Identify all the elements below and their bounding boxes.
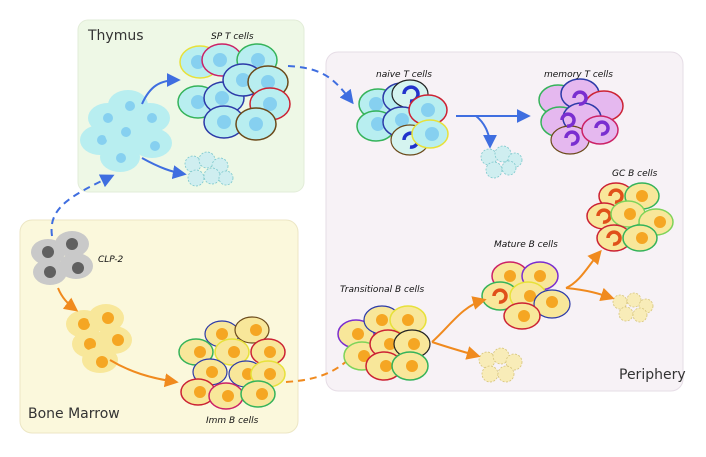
arrow-naive-to-apoptotic — [475, 115, 497, 149]
memory-t-cells-label: memory T cells — [544, 70, 613, 80]
sp-t-cells-label: SP T cells — [211, 32, 254, 42]
arrow-clp2-to-thymus — [50, 174, 115, 237]
arrow-prob-to-immb — [109, 359, 179, 388]
arrow-immb-to-periphery — [285, 349, 358, 383]
arrow-mature-to-apoptotic — [565, 287, 615, 302]
dp-t-cell-cluster — [80, 90, 172, 172]
bone-marrow-title: Bone Marrow — [28, 406, 120, 422]
imm-b-cell-cluster — [178, 316, 286, 410]
arrow-dp-to-apoptotic — [141, 157, 187, 180]
imm-b-cells-label: Imm B cells — [206, 416, 259, 426]
apoptotic-transitional-b-cells — [478, 347, 523, 383]
clp2-cluster — [31, 231, 93, 285]
clp2-label: CLP-2 — [98, 255, 123, 265]
apoptotic-t-cells — [184, 151, 234, 187]
transitional-b-cell-cluster — [337, 305, 431, 381]
naive-t-cell-cluster — [356, 79, 449, 156]
arrow-mature-to-gc — [565, 249, 602, 289]
apoptotic-mature-b-cells — [612, 292, 654, 323]
arrow-dp-to-sp — [141, 73, 181, 105]
apoptotic-naive-t-cells — [480, 145, 523, 179]
arrow-clp2-to-prob — [57, 287, 79, 312]
arrow-transitional-to-mature — [431, 296, 487, 343]
gc-b-cells-label: GC B cells — [612, 169, 658, 179]
mature-b-cell-cluster — [481, 261, 571, 330]
sp-t-cell-cluster — [177, 43, 291, 141]
naive-t-cells-label: naive T cells — [376, 70, 432, 80]
periphery-title: Periphery — [619, 367, 686, 383]
gc-b-cell-cluster — [586, 182, 674, 252]
thymus-title: Thymus — [87, 28, 144, 44]
arrow-transitional-to-apoptotic — [431, 341, 481, 360]
mature-b-cells-label: Mature B cells — [494, 240, 558, 250]
pro-b-cell-cluster — [66, 304, 132, 373]
arrow-thymus-to-periphery — [287, 65, 354, 105]
memory-t-cell-cluster — [538, 78, 624, 155]
transitional-b-cells-label: Transitional B cells — [340, 285, 425, 295]
